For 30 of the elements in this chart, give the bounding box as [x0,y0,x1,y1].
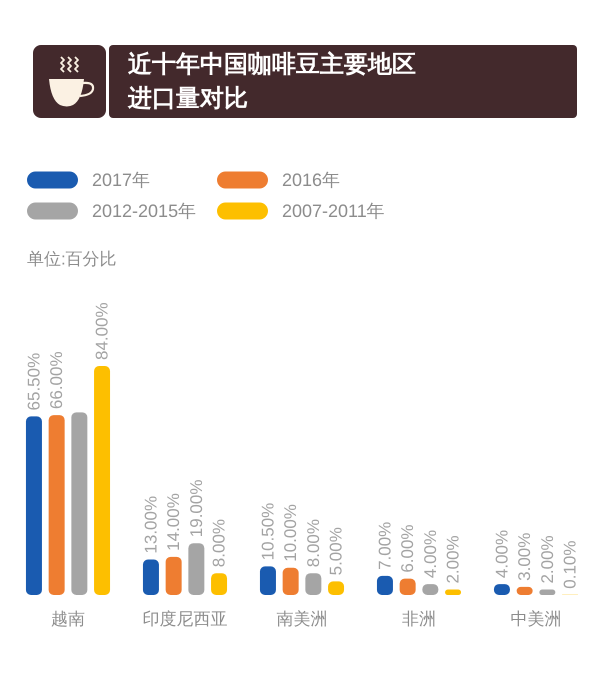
data-label: 3.00% [515,532,534,581]
category-label: 中美洲 [510,610,562,628]
data-label: 13.00% [141,496,160,554]
data-label: 14.00% [164,493,184,551]
data-label: 84.00% [92,302,112,360]
data-label: 6.00% [398,524,418,573]
data-label: 66.00% [47,351,66,410]
data-label: 65.50% [24,352,44,410]
category-label: 印度尼西亚 [142,610,228,628]
data-label: 19.00% [186,480,206,538]
data-label: 4.00% [420,530,440,578]
data-label: 8.00% [304,518,323,568]
data-label: 5.00% [326,527,346,576]
legend-label: 2012-2015年 [92,201,196,221]
data-label: 0.10% [560,540,580,589]
data-label: 10.00% [281,504,300,562]
data-label: 2.00% [444,535,463,584]
data-label: 4.00% [492,530,512,578]
legend-label: 2017年 [92,170,150,190]
data-label: 10.50% [258,502,278,560]
legend-label: 2016年 [282,170,340,190]
category-label: 非洲 [402,610,436,628]
annotation: 单位:百分比 [27,250,117,268]
category-label: 南美洲 [276,610,328,628]
category-label: 越南 [51,610,85,628]
legend-label: 2007-2011年 [282,201,385,221]
data-label: 2.00% [538,535,557,584]
data-label: 8.00% [210,518,229,568]
data-label: 7.00% [375,522,394,570]
title: 近十年中国咖啡豆主要地区进口量对比 [128,51,416,112]
